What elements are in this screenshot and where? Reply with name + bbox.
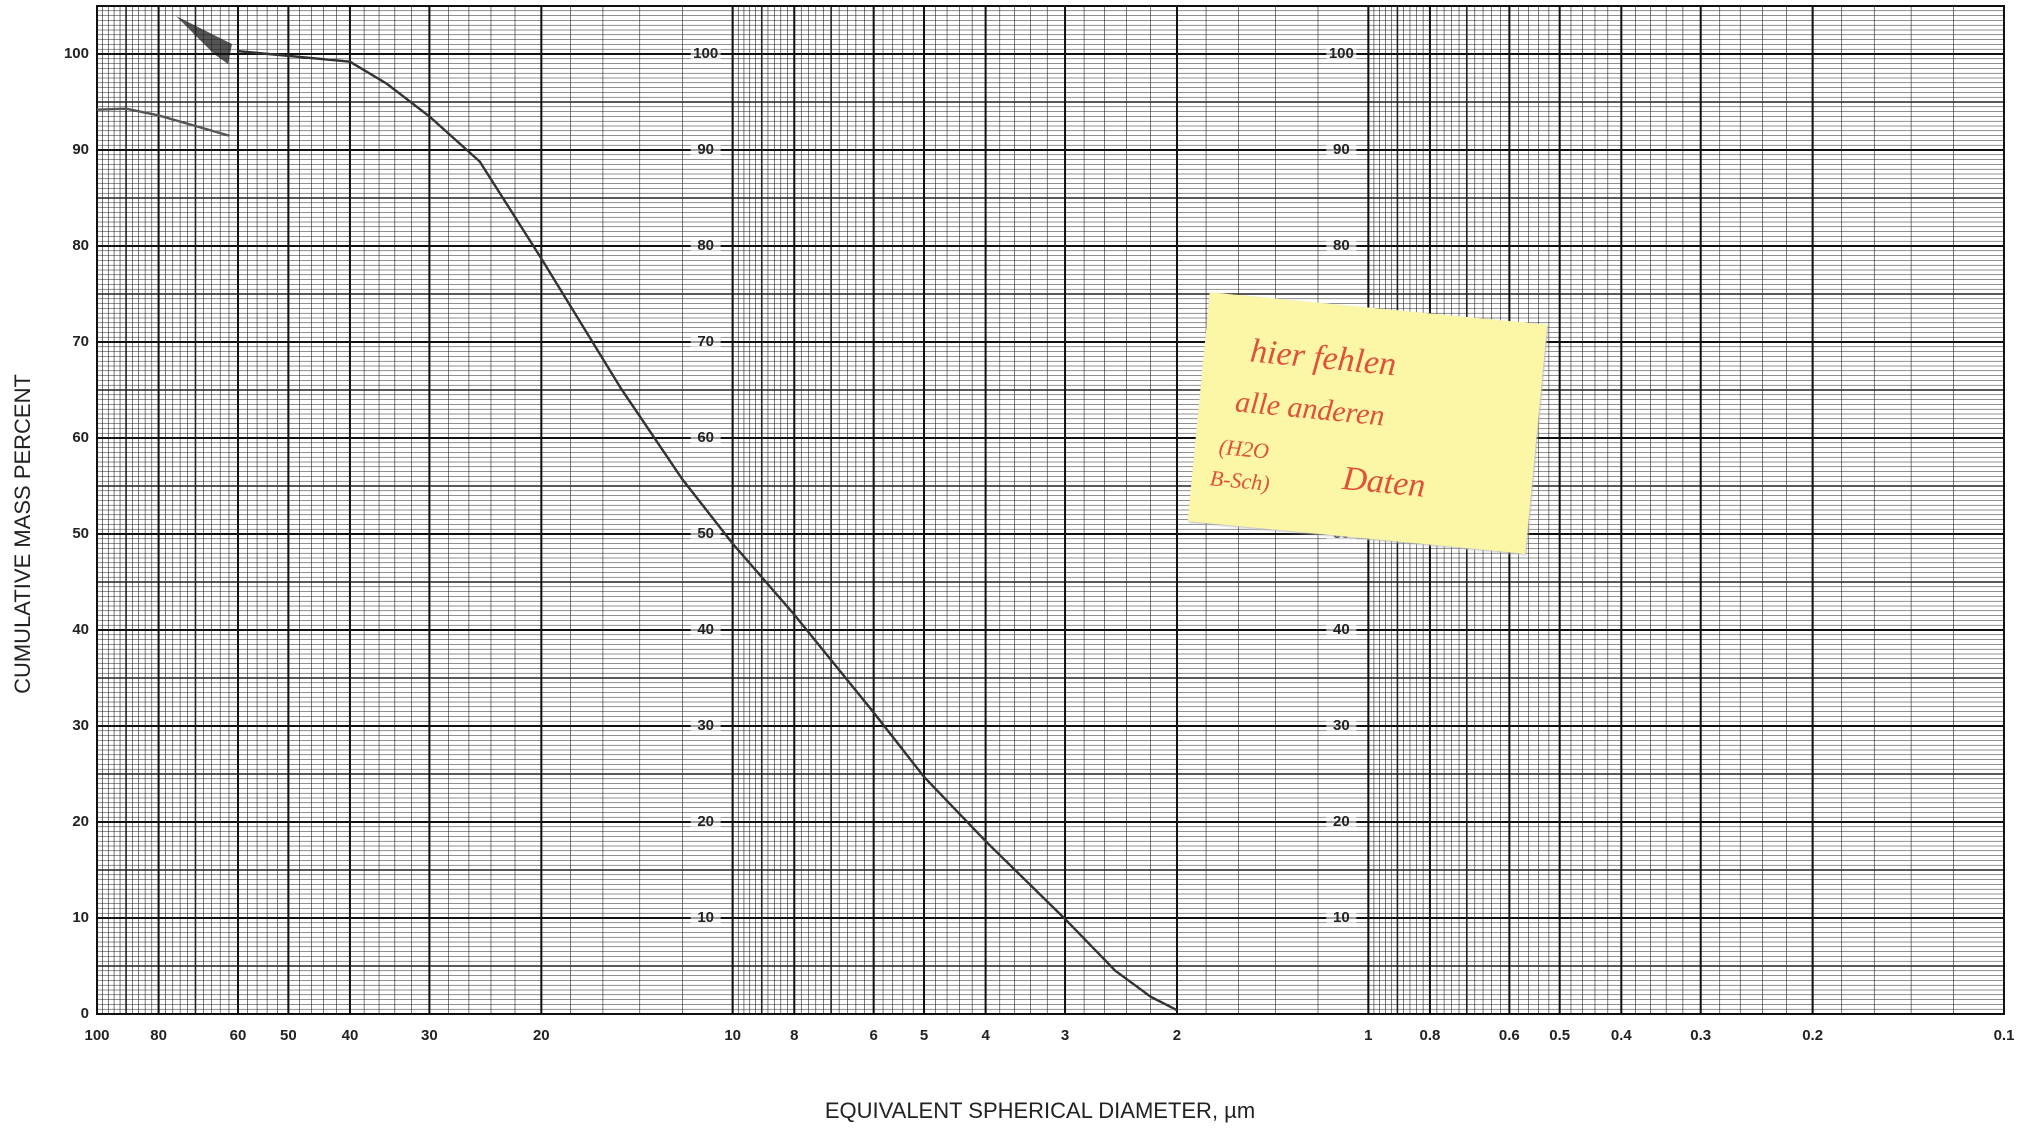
label-bg: [690, 525, 721, 543]
y-tick-label: 80: [1333, 237, 1350, 254]
x-tick-label: 0.3: [1690, 1027, 1711, 1044]
x-tick-label: 0.2: [1802, 1027, 1823, 1044]
x-tick-label: 5: [920, 1027, 928, 1044]
y-tick-label: 100: [1329, 45, 1354, 62]
note-text: B-Sch): [1208, 465, 1271, 496]
y-tick-label: 0: [81, 1005, 89, 1022]
x-tick-label: 8: [790, 1027, 798, 1044]
label-bg: [1326, 141, 1357, 159]
x-tick-label: 100: [84, 1027, 109, 1044]
y-tick-label: 90: [697, 141, 714, 158]
data-line: [237, 49, 1178, 1012]
x-tick-label: 30: [421, 1027, 438, 1044]
label-bg: [1326, 909, 1357, 927]
x-tick-label: 60: [230, 1027, 247, 1044]
x-tick-label: 10: [724, 1027, 741, 1044]
note-text: hier fehlen: [1248, 332, 1398, 384]
y-tick-label: 80: [697, 237, 714, 254]
x-tick-label: 3: [1061, 1027, 1069, 1044]
y-tick-label: 10: [697, 909, 714, 926]
x-tick-label: 4: [981, 1027, 990, 1044]
label-bg: [690, 621, 721, 639]
y-tick-label: 60: [697, 429, 714, 446]
y-tick-label: 30: [72, 717, 89, 734]
y-tick-label: 20: [1333, 813, 1350, 830]
x-tick-label: 0.1: [1994, 1027, 2015, 1044]
sticky-note: hier fehlen alle anderen (H2O B-Sch) Dat…: [1187, 292, 1548, 554]
label-bg: [1326, 237, 1357, 255]
label-bg: [690, 813, 721, 831]
data-line: [96, 107, 230, 137]
y-tick-label: 30: [1333, 717, 1350, 734]
y-tick-label: 40: [1333, 621, 1350, 638]
note-text: (H2O: [1217, 433, 1271, 464]
y-tick-label: 10: [1333, 909, 1350, 926]
y-tick-label: 10: [72, 909, 89, 926]
label-bg: [690, 45, 721, 63]
y-tick-label: 40: [697, 621, 714, 638]
x-tick-label: 40: [342, 1027, 359, 1044]
x-axis-title: EQUIVALENT SPHERICAL DIAMETER, µm: [825, 1098, 1255, 1123]
y-tick-label: 100: [693, 45, 718, 62]
x-tick-label: 0.4: [1611, 1027, 1633, 1044]
y-tick-label: 80: [72, 237, 89, 254]
x-tick-label: 0.8: [1420, 1027, 1441, 1044]
x-tick-label: 0.6: [1499, 1027, 1520, 1044]
x-tick-label: 2: [1173, 1027, 1181, 1044]
y-tick-label: 40: [72, 621, 89, 638]
label-bg: [690, 333, 721, 351]
y-tick-label: 90: [72, 141, 89, 158]
note-text: Daten: [1340, 459, 1428, 505]
y-tick-label: 50: [697, 525, 714, 542]
label-bg: [690, 237, 721, 255]
x-tick-label: 0.5: [1549, 1027, 1570, 1044]
label-bg: [690, 909, 721, 927]
y-tick-label: 70: [72, 333, 89, 350]
label-bg: [1326, 717, 1357, 735]
x-tick-label: 6: [870, 1027, 878, 1044]
y-tick-label: 70: [697, 333, 714, 350]
label-bg: [1326, 45, 1357, 63]
x-tick-label: 1: [1364, 1027, 1372, 1044]
y-tick-label: 90: [1333, 141, 1350, 158]
y-axis-title: CUMULATIVE MASS PERCENT: [10, 374, 35, 694]
x-tick-label: 50: [280, 1027, 297, 1044]
label-bg: [690, 141, 721, 159]
y-tick-label: 50: [72, 525, 89, 542]
y-tick-label: 100: [64, 45, 89, 62]
label-bg: [1326, 621, 1357, 639]
y-tick-label: 20: [72, 813, 89, 830]
label-bg: [690, 717, 721, 735]
arrow: [176, 16, 232, 64]
y-tick-label: 60: [72, 429, 89, 446]
note-text: alle anderen: [1233, 385, 1387, 433]
x-tick-label: 80: [150, 1027, 167, 1044]
y-tick-label: 30: [697, 717, 714, 734]
y-tick-label: 20: [697, 813, 714, 830]
x-tick-label: 20: [533, 1027, 550, 1044]
label-bg: [1326, 813, 1357, 831]
label-bg: [690, 429, 721, 447]
